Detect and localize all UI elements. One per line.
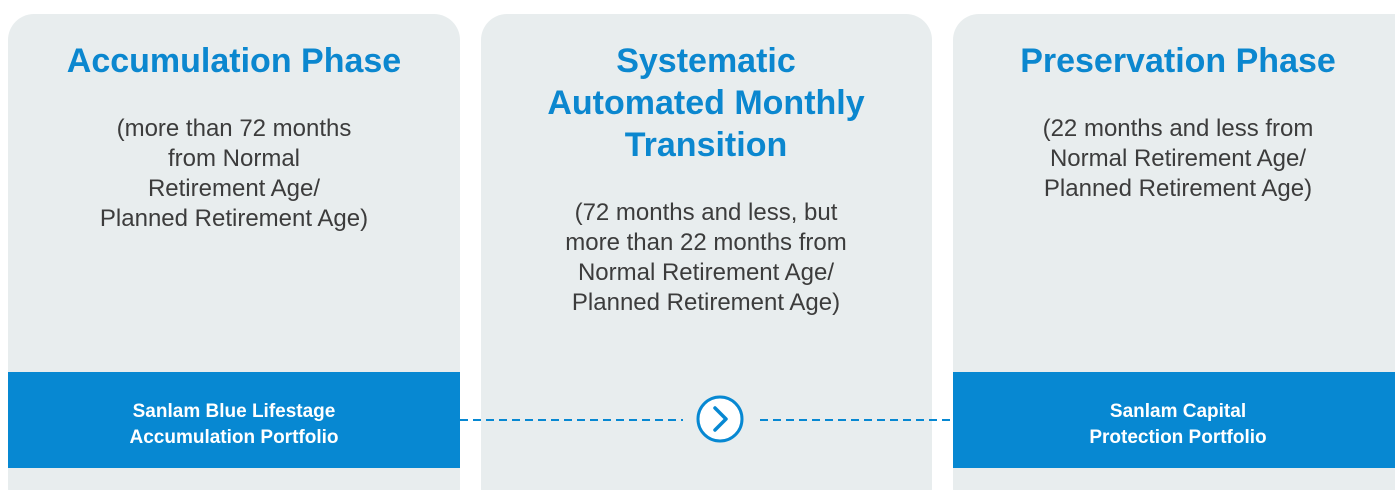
portfolio-name: Accumulation Portfolio: [130, 427, 339, 448]
portfolio-bar: [8, 372, 460, 468]
panel-title: Transition: [625, 126, 787, 164]
panel: [481, 14, 932, 490]
panel-description: (22 months and less from: [1043, 115, 1314, 142]
portfolio-name: Sanlam Capital: [1110, 401, 1246, 422]
panel-description: more than 22 months from: [565, 229, 846, 256]
panel-description: (more than 72 months: [117, 115, 352, 142]
arrow-chevron: [713, 406, 728, 432]
panel-description: Planned Retirement Age): [100, 205, 368, 232]
panel-description: Planned Retirement Age): [1044, 175, 1312, 202]
panel-description: Planned Retirement Age): [572, 289, 840, 316]
panel-description: Normal Retirement Age/: [578, 259, 834, 286]
panel-description: (72 months and less, but: [575, 199, 838, 226]
arrow-icon: [696, 395, 744, 443]
panel-description: Normal Retirement Age/: [1050, 145, 1306, 172]
portfolio-name: Sanlam Blue Lifestage: [133, 401, 336, 422]
panel-description: from Normal: [168, 145, 300, 172]
panel-title: Accumulation Phase: [67, 42, 401, 80]
panel-title: Systematic: [616, 42, 796, 80]
panel-description: Retirement Age/: [148, 175, 320, 202]
panel-title: Automated Monthly: [547, 84, 864, 122]
portfolio-bar: [953, 372, 1395, 468]
panel-title: Preservation Phase: [1020, 42, 1336, 80]
portfolio-name: Protection Portfolio: [1089, 427, 1266, 448]
panel: [8, 14, 460, 490]
panel: [953, 14, 1395, 490]
